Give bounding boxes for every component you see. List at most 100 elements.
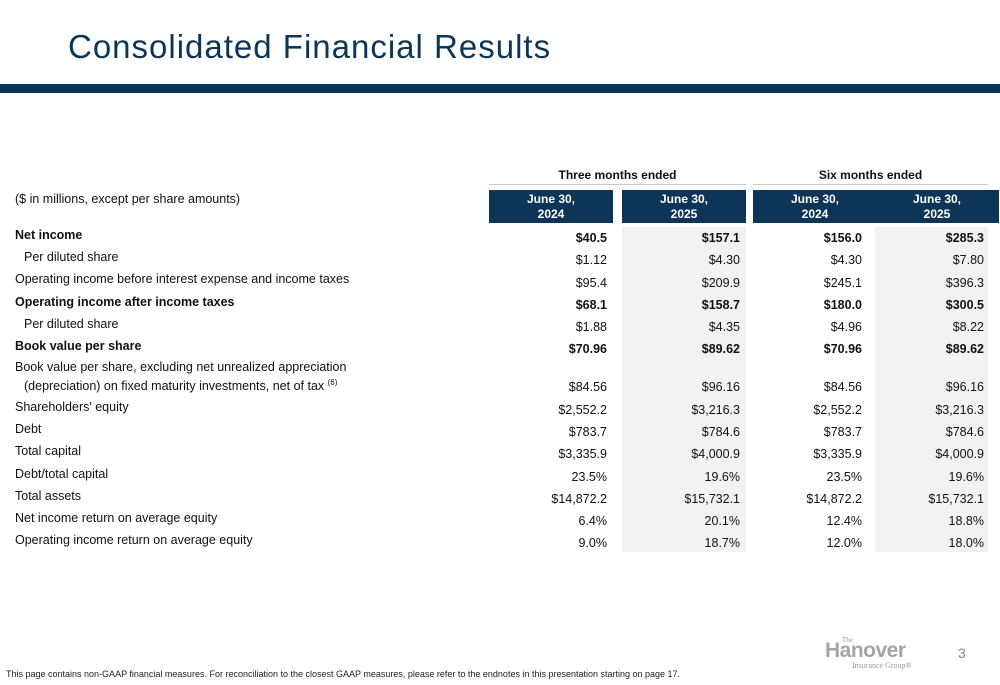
table-cell: $95.4 — [575, 276, 607, 290]
logo-subtitle: Insurance Group® — [852, 661, 912, 670]
footer-note: This page contains non-GAAP financial me… — [6, 669, 681, 679]
table-cell: $783.7 — [568, 425, 607, 439]
row-label-operating-income-before-interest: Operating income before interest expense… — [15, 272, 350, 286]
table-cell: $8.22 — [952, 320, 984, 334]
table-cell: 12.0% — [826, 536, 862, 550]
table-cell: 23.5% — [571, 470, 607, 484]
row-label-debt-total-capital: Debt/total capital — [15, 467, 109, 481]
row-label-debt: Debt — [15, 422, 42, 436]
table-cell: $96.16 — [945, 380, 984, 394]
row-label-total-assets: Total assets — [15, 489, 82, 503]
column-header-line2: 2024 — [801, 207, 829, 221]
table-cell: $14,872.2 — [806, 492, 862, 506]
table-cell: $7.80 — [952, 253, 984, 267]
logo-the: The — [842, 636, 853, 644]
table-cell: $2,552.2 — [813, 403, 862, 417]
column-header-line1: June 30, — [912, 192, 962, 206]
table-cell: $209.9 — [701, 276, 740, 290]
table-cell: $4,000.9 — [935, 447, 984, 461]
column-header-line1: June 30, — [790, 192, 840, 206]
row-label-net-income: Net income — [15, 228, 83, 242]
company-logo: The Hanover Insurance Group® — [822, 636, 928, 670]
title-rule — [0, 84, 1000, 93]
column-header-q2-2025: June 30, 2025 — [622, 190, 746, 223]
column-header-line2: 2025 — [923, 207, 951, 221]
footnote-ref: (6) — [327, 378, 338, 387]
table-cell: $70.96 — [568, 342, 607, 356]
table-cell: 9.0% — [578, 536, 608, 550]
table-cell: $300.5 — [945, 298, 984, 312]
page-number: 3 — [958, 645, 966, 661]
table-cell: $4.35 — [708, 320, 740, 334]
table-cell: 18.0% — [948, 536, 984, 550]
table-cell: $396.3 — [945, 276, 984, 290]
row-label-operating-income-after-taxes: Operating income after income taxes — [15, 295, 235, 309]
column-header-q2-2024: June 30, 2024 — [489, 190, 613, 223]
table-cell: $2,552.2 — [558, 403, 607, 417]
logo-name: Hanover — [825, 639, 906, 662]
table-cell: $4.30 — [708, 253, 740, 267]
table-cell: $157.1 — [701, 231, 740, 245]
table-cell: 18.8% — [948, 514, 984, 528]
column-shade-h1-2025 — [875, 227, 988, 552]
table-cell: 6.4% — [578, 514, 608, 528]
group-header-three-months: Three months ended — [558, 168, 677, 182]
column-header-line2: 2025 — [670, 207, 698, 221]
table-cell: $40.5 — [575, 231, 607, 245]
row-label-operating-income-roe: Operating income return on average equit… — [15, 533, 253, 547]
table-cell: $784.6 — [701, 425, 740, 439]
group-underline-three-months — [489, 184, 746, 185]
table-cell: $3,216.3 — [691, 403, 740, 417]
column-header-h1-2024: June 30, 2024 — [753, 190, 877, 223]
table-cell: $15,732.1 — [928, 492, 984, 506]
table-cell: $3,335.9 — [558, 447, 607, 461]
table-cell: 23.5% — [826, 470, 862, 484]
row-label-book-value-per-share: Book value per share — [15, 339, 142, 353]
table-cell: $3,216.3 — [935, 403, 984, 417]
table-cell: $68.1 — [575, 298, 607, 312]
table-cell: $285.3 — [945, 231, 984, 245]
row-label-net-income-roe: Net income return on average equity — [15, 511, 218, 525]
column-shade-q2-2025 — [622, 227, 746, 552]
table-cell: $783.7 — [823, 425, 862, 439]
table-cell: $96.16 — [701, 380, 740, 394]
table-cell: $4,000.9 — [691, 447, 740, 461]
row-label-book-value-excluding-unrealized-line2: (depreciation) on fixed maturity investm… — [24, 378, 337, 393]
table-cell: $84.56 — [823, 380, 862, 394]
table-cell: 19.6% — [704, 470, 740, 484]
table-cell: $784.6 — [945, 425, 984, 439]
row-label-book-value-excluding-unrealized: Book value per share, excluding net unre… — [15, 360, 347, 374]
column-header-h1-2025: June 30, 2025 — [875, 190, 999, 223]
row-label-shareholders-equity: Shareholders' equity — [15, 400, 129, 414]
table-cell: 20.1% — [704, 514, 740, 528]
table-cell: $245.1 — [823, 276, 862, 290]
table-cell: $180.0 — [823, 298, 862, 312]
row-label-per-diluted-share: Per diluted share — [24, 317, 119, 331]
table-cell: $89.62 — [701, 342, 740, 356]
row-label-line2-text: (depreciation) on fixed maturity investm… — [24, 379, 325, 394]
table-cell: $14,872.2 — [551, 492, 607, 506]
group-header-six-months: Six months ended — [818, 168, 923, 182]
units-note: ($ in millions, except per share amounts… — [15, 192, 241, 206]
table-cell: $70.96 — [823, 342, 862, 356]
table-cell: $4.30 — [830, 253, 862, 267]
column-header-line1: June 30, — [526, 192, 576, 206]
table-cell: $4.96 — [830, 320, 862, 334]
table-cell: $15,732.1 — [684, 492, 740, 506]
table-cell: 12.4% — [826, 514, 862, 528]
table-cell: $156.0 — [823, 231, 862, 245]
row-label-total-capital: Total capital — [15, 444, 82, 458]
table-cell: $1.12 — [575, 253, 607, 267]
table-cell: $158.7 — [701, 298, 740, 312]
column-header-line1: June 30, — [659, 192, 709, 206]
page-title: Consolidated Financial Results — [68, 28, 552, 65]
table-cell: $3,335.9 — [813, 447, 862, 461]
table-cell: $84.56 — [568, 380, 607, 394]
column-header-line2: 2024 — [537, 207, 565, 221]
row-label-per-diluted-share: Per diluted share — [24, 250, 119, 264]
table-cell: 18.7% — [704, 536, 740, 550]
table-cell: $89.62 — [945, 342, 984, 356]
group-underline-six-months — [753, 184, 988, 185]
table-cell: $1.88 — [575, 320, 607, 334]
table-cell: 19.6% — [948, 470, 984, 484]
